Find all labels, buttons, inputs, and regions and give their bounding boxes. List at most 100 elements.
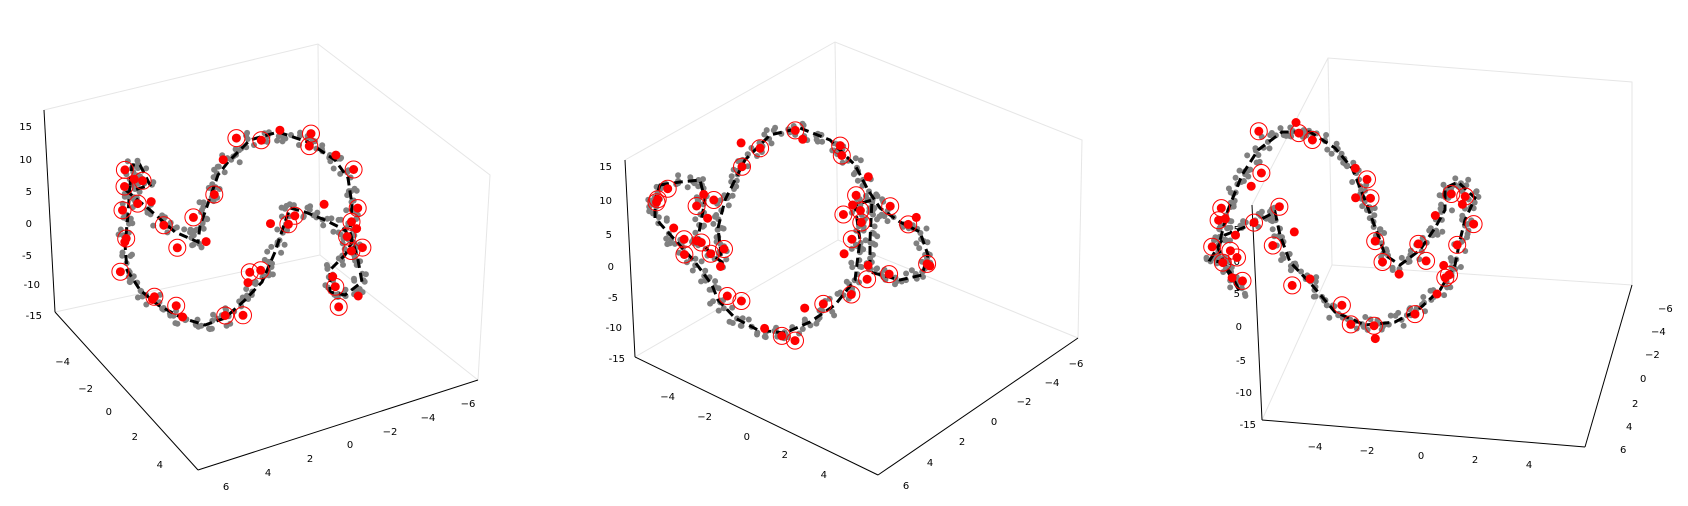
red-point (847, 234, 857, 244)
circled-point-ring (786, 331, 804, 350)
sample-point (1277, 125, 1284, 132)
red-point (856, 218, 866, 227)
red-point (331, 150, 341, 160)
x-tick-label: −4 (1308, 442, 1323, 453)
x-tick-labels: −4 −2 0 2 4 (1308, 442, 1533, 471)
circled-point-ring (329, 297, 348, 316)
sample-point (706, 286, 713, 293)
z-tick-label: 15 (19, 122, 32, 133)
sample-point (330, 165, 337, 172)
x-tick-label: −2 (383, 427, 398, 438)
sample-point (221, 169, 228, 176)
panel-2: 15 10 5 0 -5 -10 -15 −4 −2 0 2 4 6 4 2 0… (599, 41, 1084, 492)
sample-point (1253, 159, 1260, 166)
sample-point (892, 281, 898, 288)
sample-point (210, 311, 217, 318)
circled-point-ring (279, 215, 298, 234)
sample-point (873, 266, 880, 273)
fitted-curve (1207, 130, 1477, 327)
red-point (837, 151, 847, 160)
sample-point (1387, 312, 1394, 319)
sample-point (190, 241, 197, 248)
circled-point-ring (227, 129, 246, 148)
sample-point (129, 251, 135, 258)
red-point (201, 237, 211, 247)
sample-point (1328, 150, 1335, 157)
red-point (120, 165, 130, 175)
red-point (1452, 240, 1462, 250)
sample-point (1473, 188, 1480, 195)
red-point (1444, 270, 1454, 280)
circled-point-ring (715, 240, 733, 258)
red-point (1337, 300, 1347, 310)
y-tick-label: 0 (744, 432, 750, 443)
sample-point (881, 213, 888, 220)
x-tick-label: 0 (991, 417, 997, 428)
circled-point-ring (880, 265, 899, 284)
circled-point-ring (1212, 199, 1231, 218)
circled-point-ring (687, 197, 706, 215)
z-tick-labels: 15 10 5 0 -5 -10 -15 (1227, 225, 1256, 431)
x-tick-labels: 6 4 2 0 −2 −4 −6 (903, 359, 1084, 492)
red-point (925, 261, 935, 271)
sample-point (689, 267, 696, 274)
sample-point (763, 127, 770, 134)
sample-point (1420, 294, 1427, 300)
z-axis-line (43, 109, 56, 313)
sample-point (858, 264, 865, 270)
y-tick-label: 4 (157, 460, 163, 471)
sample-point (850, 171, 857, 178)
sample-point (852, 155, 859, 162)
circled-point-ring (1341, 315, 1360, 334)
circled-point-ring (1283, 276, 1302, 295)
red-points (111, 124, 372, 325)
red-point (716, 262, 725, 271)
sample-point (729, 304, 736, 311)
red-point (133, 199, 143, 209)
circled-point-ring (918, 254, 937, 273)
red-point (220, 311, 230, 320)
sample-point (200, 225, 207, 232)
red-point (1291, 118, 1301, 127)
circled-point-ring (647, 193, 666, 212)
red-point (692, 201, 702, 211)
z-axis-line (1251, 204, 1263, 421)
sample-point (198, 209, 205, 216)
z-tick-label: 10 (1227, 257, 1240, 268)
red-point (1394, 269, 1404, 279)
sample-point (1439, 228, 1446, 235)
sample-point (1389, 264, 1396, 271)
y-axis-line (54, 311, 199, 471)
axes (624, 159, 1079, 476)
sample-point (191, 227, 198, 234)
circled-point-ring (814, 294, 833, 313)
x-tick-label: 4 (927, 458, 933, 469)
circled-point-ring (1228, 248, 1246, 267)
red-point (283, 219, 293, 229)
y-tick-label: 2 (1632, 399, 1638, 410)
sample-point (916, 245, 923, 252)
sample-point (1462, 248, 1469, 254)
x-tick-label: 4 (265, 468, 271, 479)
red-point (146, 197, 156, 207)
sample-point (874, 216, 880, 223)
sample-point (848, 245, 855, 252)
circled-point-ring (1448, 235, 1467, 254)
red-point (129, 174, 139, 184)
sample-point (831, 312, 838, 319)
sample-point (264, 248, 271, 255)
sample-point (720, 225, 727, 232)
red-point (885, 201, 895, 211)
red-point (790, 125, 800, 135)
red-point (218, 155, 228, 165)
red-point (736, 138, 746, 148)
circled-point-ring (658, 179, 677, 198)
red-points (647, 121, 937, 350)
sample-point (920, 273, 926, 280)
red-point (1430, 211, 1440, 220)
sample-point (274, 137, 281, 144)
red-point (1350, 163, 1360, 173)
sample-point (1383, 248, 1390, 255)
y-tick-label: −2 (697, 412, 712, 423)
sample-point (1221, 237, 1228, 244)
